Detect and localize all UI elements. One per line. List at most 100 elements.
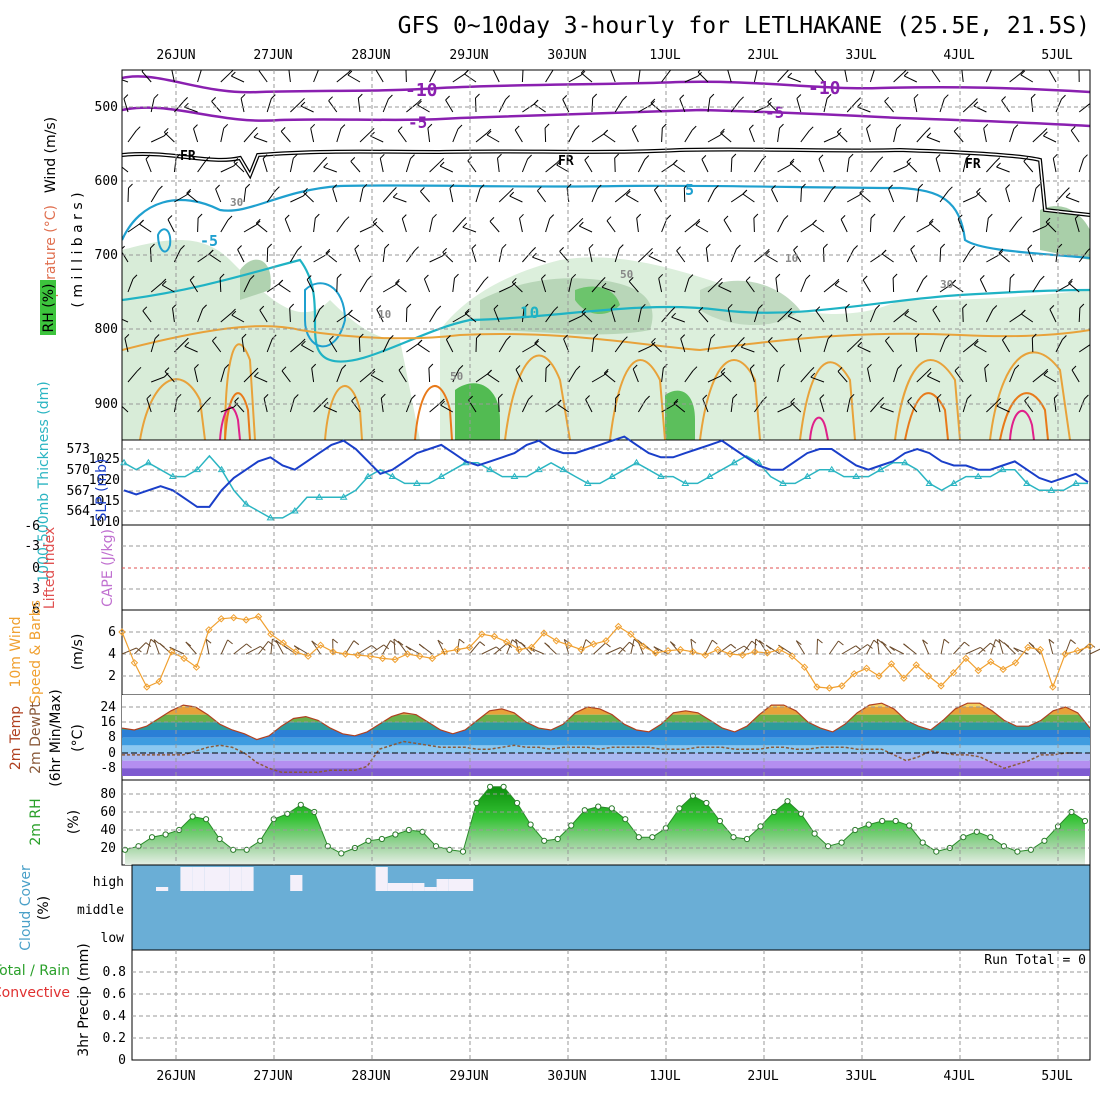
y-tick: 6 xyxy=(108,625,116,640)
upper-wind-barb xyxy=(591,97,594,113)
upper-wind-barb xyxy=(1009,313,1022,323)
thickness-marker xyxy=(535,465,543,473)
upper-wind-barb xyxy=(580,72,593,83)
upper-wind-barb xyxy=(545,70,554,83)
rh-marker xyxy=(676,805,683,812)
upper-wind-barb-flag xyxy=(428,363,434,369)
upper-wind-barb xyxy=(151,376,165,383)
upper-wind-barb-flag xyxy=(709,93,715,99)
upper-wind-barb-flag xyxy=(692,366,698,372)
wind10-marker xyxy=(627,630,635,638)
upper-wind-barb-flag xyxy=(323,162,328,168)
precip-axis-label: Convective xyxy=(0,985,70,1001)
slp-line xyxy=(123,435,1089,508)
upper-wind-barb xyxy=(370,135,384,143)
upper-wind-barb xyxy=(985,218,989,233)
upper-wind-barb-flag xyxy=(350,157,356,162)
upper-wind-barb xyxy=(359,225,373,233)
upper-wind-barb xyxy=(939,247,942,263)
rh-marker xyxy=(784,798,791,805)
y-tick: 573 xyxy=(67,442,90,457)
upper-wind-barb xyxy=(359,372,372,383)
upper-wind-barb xyxy=(638,104,651,113)
upper-wind-barb-flag xyxy=(347,70,353,76)
upper-wind-barb xyxy=(775,278,779,293)
upper-wind-barb xyxy=(323,166,337,173)
date-label: 5JUL xyxy=(1041,1069,1072,1084)
upper-wind-barb xyxy=(1078,398,1085,413)
wind10-marker xyxy=(850,670,858,678)
upper-wind-barb xyxy=(1078,250,1088,263)
upper-wind-barb-flag xyxy=(476,333,481,339)
upper-wind-barb xyxy=(730,398,734,413)
wind-barb-flag xyxy=(246,643,252,649)
upper-wind-barb xyxy=(452,73,465,83)
upper-wind-barb xyxy=(328,100,338,113)
upper-wind-barb xyxy=(241,338,245,353)
upper-wind-barb xyxy=(519,218,523,233)
upper-wind-barb-flag xyxy=(122,245,125,250)
thickness-marker xyxy=(803,472,812,480)
upper-wind-barb xyxy=(240,98,245,113)
y-tick: 1015 xyxy=(89,494,120,509)
upper-wind-barb-flag xyxy=(632,364,638,370)
upper-wind-barb xyxy=(648,255,662,263)
wind-barb xyxy=(506,639,513,655)
wind10-marker xyxy=(354,651,362,659)
upper-wind-barb-flag xyxy=(549,214,555,219)
wind10-marker xyxy=(155,677,163,686)
upper-wind-barb xyxy=(1043,374,1057,383)
upper-wind-barb xyxy=(837,371,848,383)
date-label: 4JUL xyxy=(943,1069,974,1084)
upper-wind-barb xyxy=(1055,339,1063,353)
upper-wind-barb xyxy=(697,71,709,83)
upper-wind-barb-flag xyxy=(827,334,833,339)
cloud-bar xyxy=(241,867,254,891)
upper-wind-barb xyxy=(951,283,964,293)
rh-marker xyxy=(649,834,656,841)
upper-wind-barb xyxy=(545,162,557,173)
upper-wind-barb-flag xyxy=(884,96,889,102)
upper-wind-barb xyxy=(173,158,177,173)
upper-wind-barb xyxy=(636,218,639,233)
upper-wind-barb xyxy=(584,159,593,173)
upper-wind-barb-flag xyxy=(767,97,773,103)
upper-wind-barb xyxy=(974,344,987,353)
upper-wind-barb-flag xyxy=(758,64,762,68)
thickness-marker xyxy=(217,465,226,473)
upper-wind-barb xyxy=(401,218,407,233)
upper-wind-barb-flag xyxy=(132,274,138,280)
upper-wind-barb xyxy=(545,218,551,233)
upper-wind-barb xyxy=(777,219,785,233)
upper-wind-barb xyxy=(884,340,895,353)
thickness-marker xyxy=(925,479,934,486)
wind-barb-flag xyxy=(275,639,282,645)
upper-wind-barb-flag xyxy=(161,280,167,286)
upper-wind-barb-flag xyxy=(202,304,207,310)
wind10-marker xyxy=(949,668,958,677)
upper-wind-barb-flag xyxy=(511,277,517,283)
upper-wind-barb xyxy=(498,191,510,203)
upper-wind-barb xyxy=(888,188,895,203)
upper-wind-barb xyxy=(684,75,698,83)
wind-barb xyxy=(704,639,713,655)
upper-wind-barb xyxy=(701,159,709,173)
upper-wind-barb xyxy=(1009,220,1019,233)
upper-wind-barb xyxy=(514,129,523,143)
rh-marker xyxy=(459,848,467,855)
wind-barb xyxy=(630,639,635,655)
upper-wind-barb-flag xyxy=(146,394,152,400)
rh-marker xyxy=(703,799,710,807)
wind-barb-flag xyxy=(267,641,274,646)
upper-wind-barb-flag xyxy=(439,157,445,163)
upper-wind-barb xyxy=(730,193,744,203)
upper-wind-barb-flag xyxy=(875,65,879,69)
upper-wind-barb-flag xyxy=(1001,96,1006,101)
upper-wind-barb-flag xyxy=(379,153,385,159)
upper-wind-barb-flag xyxy=(292,153,298,159)
upper-wind-barb xyxy=(823,135,838,143)
wind-barb xyxy=(382,640,391,655)
upper-wind-barb-flag xyxy=(680,334,686,339)
thickness-marker xyxy=(901,458,909,466)
upper-wind-barb xyxy=(741,346,755,353)
